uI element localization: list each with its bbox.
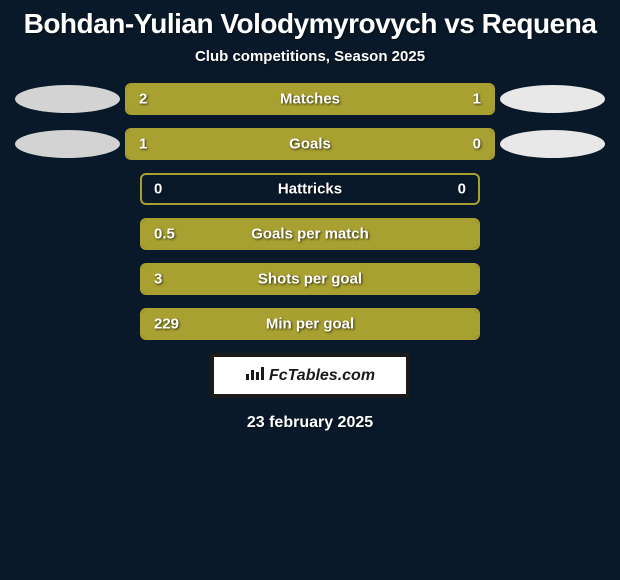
fctables-logo: FcTables.com [210,353,410,398]
page-subtitle: Club competitions, Season 2025 [0,44,620,83]
stat-bar: 2 Matches 1 [125,83,495,115]
stat-row: 1 Goals 0 [10,128,610,160]
player-left-marker [15,85,120,113]
right-value: 0 [458,181,466,198]
left-ellipse-slot [10,130,125,158]
date-label: 23 february 2025 [0,398,620,432]
stat-bar: 0.5 Goals per match [140,218,480,250]
right-value: 1 [473,91,481,108]
left-value: 229 [154,316,179,333]
left-value: 3 [154,271,162,288]
logo-chart-icon [245,365,265,386]
stat-label: Goals [289,136,331,153]
stat-label: Min per goal [266,316,354,333]
stat-bar: 3 Shots per goal [140,263,480,295]
stat-label: Shots per goal [258,271,362,288]
left-value: 0.5 [154,226,175,243]
chart-area: 2 Matches 1 1 Goals 0 0 Hattricks 0 [0,83,620,340]
logo-text: FcTables.com [269,367,375,385]
bar-fill-left [127,130,371,158]
stat-bar: 1 Goals 0 [125,128,495,160]
stat-row: 229 Min per goal [10,308,610,340]
player-left-marker [15,130,120,158]
stat-label: Goals per match [251,226,369,243]
stat-bar: 229 Min per goal [140,308,480,340]
left-value: 2 [139,91,147,108]
stat-row: 0.5 Goals per match [10,218,610,250]
left-value: 0 [154,181,162,198]
player-right-marker [500,85,605,113]
player-right-marker [500,130,605,158]
right-ellipse-slot [495,85,610,113]
stat-bar: 0 Hattricks 0 [140,173,480,205]
comparison-chart: Bohdan-Yulian Volodymyrovych vs Requena … [0,0,620,580]
stat-label: Hattricks [278,181,342,198]
stat-row: 2 Matches 1 [10,83,610,115]
stat-row: 0 Hattricks 0 [10,173,610,205]
right-value: 0 [473,136,481,153]
stat-label: Matches [280,91,340,108]
left-value: 1 [139,136,147,153]
page-title: Bohdan-Yulian Volodymyrovych vs Requena [0,0,620,44]
stat-row: 3 Shots per goal [10,263,610,295]
right-ellipse-slot [495,130,610,158]
left-ellipse-slot [10,85,125,113]
